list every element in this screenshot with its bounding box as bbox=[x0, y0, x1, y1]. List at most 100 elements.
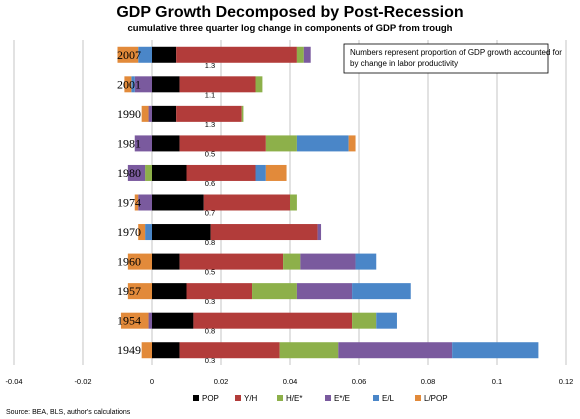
productivity-share-label: 0.8 bbox=[205, 327, 215, 336]
bar-segment-pop-1970 bbox=[152, 224, 211, 241]
productivity-share-label: 1.3 bbox=[205, 120, 215, 129]
source-text: Source: BEA, BLS, author's calculations bbox=[6, 409, 131, 416]
bar-segment-el-1949 bbox=[452, 342, 539, 359]
legend-label: L/POP bbox=[424, 394, 448, 403]
legend-swatch-pop bbox=[193, 395, 199, 401]
x-tick-label: 0.12 bbox=[559, 377, 574, 386]
bar-segment-lpop-1970 bbox=[138, 224, 146, 241]
chart-subtitle: cumulative three quarter log change in c… bbox=[128, 23, 453, 34]
bar-segment-ee-1974 bbox=[138, 194, 152, 211]
x-tick-label: 0.02 bbox=[214, 377, 229, 386]
x-tick-labels: -0.04 -0.02 0 0.02 0.04 0.06 0.08 0.1 0.12 bbox=[5, 377, 573, 386]
note-text: Numbers represent proportion of GDP grow… bbox=[350, 48, 562, 68]
category-label: 2001 bbox=[117, 77, 141, 91]
category-label: 1990 bbox=[117, 107, 141, 121]
bar-segment-ee-2001 bbox=[134, 76, 152, 93]
bar-segment-pop-1960 bbox=[152, 253, 180, 270]
bar-segment-lpop-2001 bbox=[124, 76, 132, 93]
bar-segment-pop-2001 bbox=[152, 76, 180, 93]
bar-segment-yh-2007 bbox=[176, 46, 297, 63]
bar-segment-he-2001 bbox=[255, 76, 263, 93]
bar-segment-he-1960 bbox=[283, 253, 301, 270]
bar-segment-pop-1981 bbox=[152, 135, 180, 152]
category-label: 2007 bbox=[117, 48, 141, 62]
bar-segment-ee-1957 bbox=[296, 283, 353, 300]
legend-label: H/E* bbox=[286, 394, 302, 403]
bar-segment-ee-1980 bbox=[127, 164, 146, 181]
bar-segment-el-2001 bbox=[131, 76, 135, 93]
bar-segment-el-1957 bbox=[352, 283, 411, 300]
bar-segment-lpop-2007 bbox=[117, 46, 139, 63]
note-box: Numbers represent proportion of GDP grow… bbox=[343, 43, 562, 74]
bar-segment-el-1954 bbox=[376, 312, 397, 329]
category-label: 1974 bbox=[117, 196, 141, 210]
bar-segment-lpop-1974 bbox=[134, 194, 139, 211]
legend-swatch-el bbox=[373, 395, 379, 401]
productivity-share-label: 0.5 bbox=[205, 149, 215, 158]
category-label: 1954 bbox=[117, 314, 141, 328]
productivity-share-label: 0.3 bbox=[205, 297, 215, 306]
legend-label: E*/E bbox=[334, 394, 350, 403]
bar-segment-he-1954 bbox=[352, 312, 377, 329]
bar-segment-pop-1957 bbox=[152, 283, 187, 300]
bar-segment-lpop-1981 bbox=[348, 135, 356, 152]
bar-segment-el-2007 bbox=[138, 46, 152, 63]
bar-segment-pop-1949 bbox=[152, 342, 180, 359]
productivity-share-label: 0.6 bbox=[205, 179, 215, 188]
bar-segment-yh-1949 bbox=[179, 342, 280, 359]
bar-segment-ee-2007 bbox=[303, 46, 311, 63]
bar-segment-he-1981 bbox=[265, 135, 297, 152]
productivity-share-label: 0.3 bbox=[205, 356, 215, 365]
bar-segment-ee-1960 bbox=[300, 253, 356, 270]
chart-title: GDP Growth Decomposed by Post-Recession bbox=[116, 4, 463, 21]
bar-segment-ee-1949 bbox=[338, 342, 453, 359]
productivity-share-label: 0.8 bbox=[205, 238, 215, 247]
bar-segment-yh-1970 bbox=[210, 224, 318, 241]
category-label: 1960 bbox=[117, 255, 141, 269]
bar-segment-he-1974 bbox=[290, 194, 297, 211]
bar-segment-ee-1981 bbox=[134, 135, 152, 152]
x-tick-label: -0.02 bbox=[74, 377, 91, 386]
bar-segment-yh-1981 bbox=[179, 135, 266, 152]
legend: POP Y/H H/E* E*/E E/L L/POP bbox=[193, 394, 448, 403]
bar-segment-lpop-1954 bbox=[120, 312, 149, 329]
category-label: 1957 bbox=[117, 284, 141, 298]
bar-segment-pop-2007 bbox=[152, 46, 177, 63]
bar-segment-he-1990 bbox=[241, 105, 244, 122]
bar-segment-el-1960 bbox=[355, 253, 377, 270]
bar-segment-yh-1954 bbox=[193, 312, 353, 329]
bars bbox=[117, 46, 539, 359]
x-tick-label: 0 bbox=[150, 377, 154, 386]
bar-segment-el-1980 bbox=[255, 164, 266, 181]
bar-segment-he-1949 bbox=[279, 342, 339, 359]
bar-segment-el-1981 bbox=[296, 135, 349, 152]
bar-segment-ee-1954 bbox=[148, 312, 152, 329]
bar-segment-yh-1980 bbox=[186, 164, 256, 181]
bar-segment-ee-1990 bbox=[148, 105, 152, 122]
productivity-share-label: 0.7 bbox=[205, 209, 215, 218]
bar-segment-pop-1980 bbox=[152, 164, 187, 181]
category-labels: 2007 2001 1990 1981 1980 1974 1970 1960 1957 1954… bbox=[117, 48, 141, 357]
bar-segment-yh-1960 bbox=[179, 253, 284, 270]
category-label: 1970 bbox=[117, 225, 141, 239]
bar-segment-pop-1954 bbox=[152, 312, 194, 329]
bar-segment-pop-1990 bbox=[152, 105, 177, 122]
bar-segment-yh-1957 bbox=[186, 283, 253, 300]
bar-segment-ee-1970 bbox=[317, 224, 322, 241]
bar-segment-he-2007 bbox=[296, 46, 304, 63]
productivity-share-label: 1.1 bbox=[205, 90, 215, 99]
legend-swatch-he bbox=[277, 395, 283, 401]
productivity-share-labels: 1.3 1.1 1.3 0.5 0.6 0.7 0.8 0.5 0.3 0.8 0.3 bbox=[205, 61, 215, 365]
x-tick-label: -0.04 bbox=[5, 377, 22, 386]
bar-segment-yh-1990 bbox=[176, 105, 242, 122]
productivity-share-label: 0.5 bbox=[205, 268, 215, 277]
bar-segment-lpop-1949 bbox=[141, 342, 152, 359]
legend-swatch-ee bbox=[325, 395, 331, 401]
legend-swatch-lpop bbox=[415, 395, 421, 401]
bar-segment-he-1957 bbox=[252, 283, 297, 300]
bar-segment-yh-1974 bbox=[203, 194, 290, 211]
category-label: 1949 bbox=[117, 343, 141, 357]
bar-segment-el-1970 bbox=[145, 224, 152, 241]
x-tick-label: 0.1 bbox=[492, 377, 502, 386]
